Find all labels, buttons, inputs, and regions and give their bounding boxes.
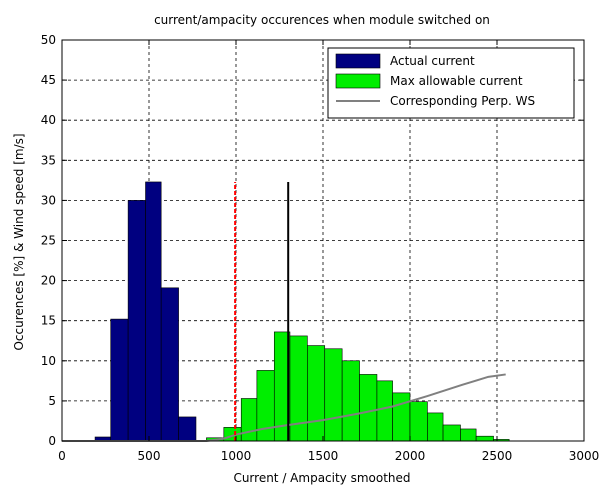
x-tick-label: 1500	[308, 449, 339, 463]
y-tick-label: 50	[41, 33, 56, 47]
ticks-layer: 0 500 1000 1500 2000 2500 3000 0 5 10 15 20 25 30 35 40…	[41, 33, 600, 463]
histogram-bar	[460, 428, 477, 442]
y-tick-label: 10	[41, 354, 56, 368]
y-axis-label: Occurences [%] & Wind speed [m/s]	[12, 133, 26, 350]
x-tick-label: 2500	[482, 449, 513, 463]
legend-swatch	[335, 73, 381, 89]
x-tick-label: 2000	[395, 449, 426, 463]
histogram-bar	[359, 374, 378, 442]
y-tick-label: 15	[41, 314, 56, 328]
histogram-bar	[178, 416, 197, 442]
legend-label: Corresponding Perp. WS	[390, 94, 535, 108]
histogram-bar	[324, 348, 343, 442]
y-tick-label: 5	[48, 394, 56, 408]
histogram-bar	[427, 412, 444, 442]
y-tick-label: 40	[41, 113, 56, 127]
legend: Actual current Max allowable current Corre…	[327, 47, 575, 119]
histogram-bar	[110, 318, 129, 442]
y-tick-label: 30	[41, 193, 56, 207]
histogram-bar	[307, 345, 326, 442]
histogram-bar	[127, 200, 146, 442]
y-tick-label: 45	[41, 73, 56, 87]
histogram-bar	[376, 380, 393, 442]
histogram-bar	[442, 424, 461, 442]
histogram-bar	[392, 392, 411, 442]
y-tick-label: 20	[41, 274, 56, 288]
histogram-bar	[475, 435, 494, 442]
histogram-bar	[409, 401, 428, 442]
histogram-bar	[160, 287, 179, 442]
y-tick-label: 35	[41, 153, 56, 167]
legend-swatch	[335, 53, 381, 69]
legend-label: Actual current	[390, 54, 475, 68]
x-axis-label: Current / Ampacity smoothed	[233, 471, 410, 485]
y-tick-label: 0	[48, 434, 56, 448]
y-tick-label: 25	[41, 234, 56, 248]
x-tick-label: 500	[138, 449, 161, 463]
legend-label: Max allowable current	[390, 74, 523, 88]
lines-layer	[62, 181, 506, 442]
chart-title: current/ampacity occurences when module …	[154, 13, 490, 27]
x-tick-label: 3000	[569, 449, 600, 463]
bars-layer	[94, 181, 510, 442]
x-tick-label: 0	[58, 449, 66, 463]
histogram-bar	[341, 360, 360, 442]
x-tick-label: 1000	[221, 449, 252, 463]
wind-speed-line	[62, 373, 506, 442]
histogram-bar	[145, 181, 162, 442]
histogram-bar	[240, 398, 258, 442]
